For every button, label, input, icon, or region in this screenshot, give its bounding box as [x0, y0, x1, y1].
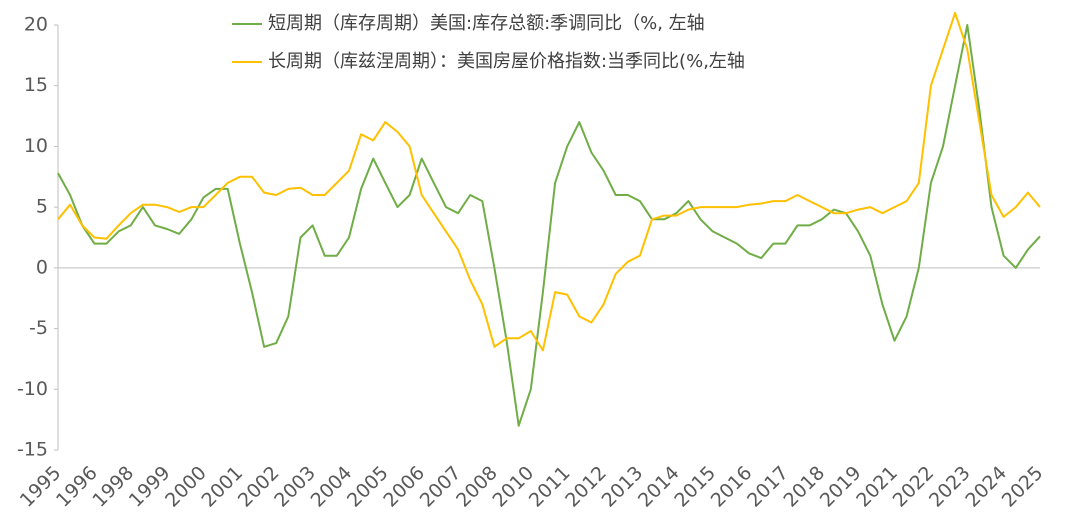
x-tick-label: 2004 — [307, 462, 357, 512]
x-tick-label: 2016 — [707, 462, 757, 512]
x-tick-label: 1998 — [88, 462, 138, 512]
y-tick-label: 20 — [24, 14, 48, 36]
x-tick-label: 2013 — [598, 462, 648, 512]
x-tick-label: 2022 — [889, 462, 939, 512]
x-tick-label: 2008 — [452, 462, 502, 512]
x-tick-label: 2019 — [816, 462, 866, 512]
x-tick-label: 2006 — [379, 462, 429, 512]
x-tick-label: 2017 — [743, 462, 793, 512]
x-tick-label: 2012 — [561, 462, 611, 512]
x-tick-label: 2000 — [161, 462, 211, 512]
x-tick-label: 2021 — [852, 462, 902, 512]
x-tick-label: 2023 — [925, 462, 975, 512]
x-tick-label: 2002 — [234, 462, 284, 512]
x-tick-label: 1996 — [52, 462, 102, 512]
legend-label: 长周期（库兹涅周期）：美国房屋价格指数:当季同比(%,左轴 — [268, 51, 745, 72]
x-tick-label: 2001 — [198, 462, 248, 512]
legend: 短周期（库存周期）美国:库存总额:季调同比（%, 左轴长周期（库兹涅周期）：美国… — [232, 13, 745, 72]
x-tick-label: 2011 — [525, 462, 575, 512]
y-tick-label: 0 — [36, 256, 48, 278]
y-tick-label: -15 — [17, 439, 48, 461]
legend-label: 短周期（库存周期）美国:库存总额:季调同比（%, 左轴 — [268, 13, 705, 34]
x-tick-label: 2015 — [670, 462, 720, 512]
x-tick-label: 2007 — [416, 462, 466, 512]
x-tick-label: 1999 — [125, 462, 175, 512]
y-tick-label: -5 — [29, 317, 48, 339]
y-tick-label: 10 — [24, 135, 48, 157]
series-line — [57, 24, 1041, 427]
x-tick-label: 2003 — [270, 462, 320, 512]
x-tick-label: 2005 — [343, 462, 393, 512]
x-tick-label: 2010 — [488, 462, 538, 512]
y-tick-label: 15 — [24, 74, 48, 96]
y-tick-label: 5 — [36, 196, 48, 218]
x-tick-label: 2024 — [961, 462, 1011, 512]
x-tick-label: 1995 — [16, 462, 66, 512]
x-tick-label: 2025 — [998, 462, 1048, 512]
x-tick-label: 2018 — [779, 462, 829, 512]
x-tick-label: 2014 — [634, 462, 684, 512]
series-line — [57, 11, 1041, 352]
y-tick-label: -10 — [17, 378, 48, 400]
